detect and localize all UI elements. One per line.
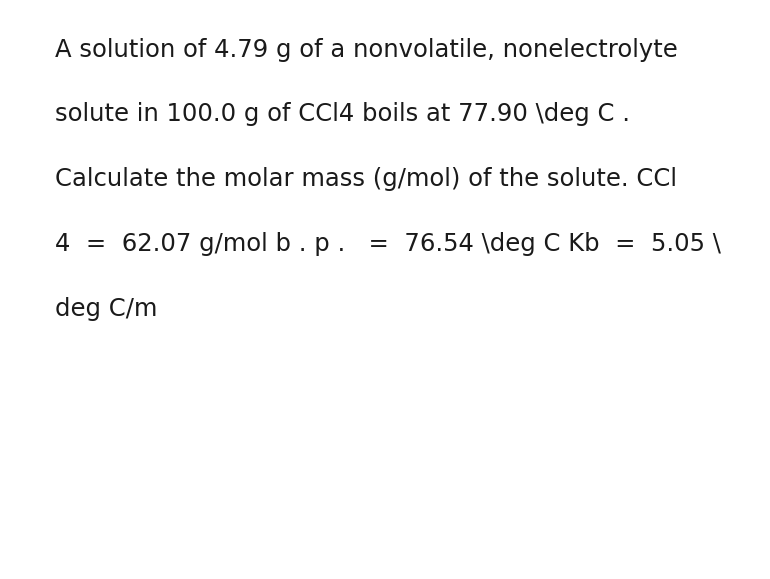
Text: A solution of 4.79 g of a nonvolatile, nonelectrolyte: A solution of 4.79 g of a nonvolatile, n…: [55, 38, 678, 61]
Text: Calculate the molar mass (g/mol) of the solute. CCl: Calculate the molar mass (g/mol) of the …: [55, 167, 678, 191]
Text: 4  =  62.07 g/mol b . p .   =  76.54 \deg C Kb  =  5.05 \: 4 = 62.07 g/mol b . p . = 76.54 \deg C K…: [55, 232, 721, 256]
Text: solute in 100.0 g of CCl4 boils at 77.90 \deg C .: solute in 100.0 g of CCl4 boils at 77.90…: [55, 102, 631, 126]
Text: deg C/m: deg C/m: [55, 297, 158, 321]
